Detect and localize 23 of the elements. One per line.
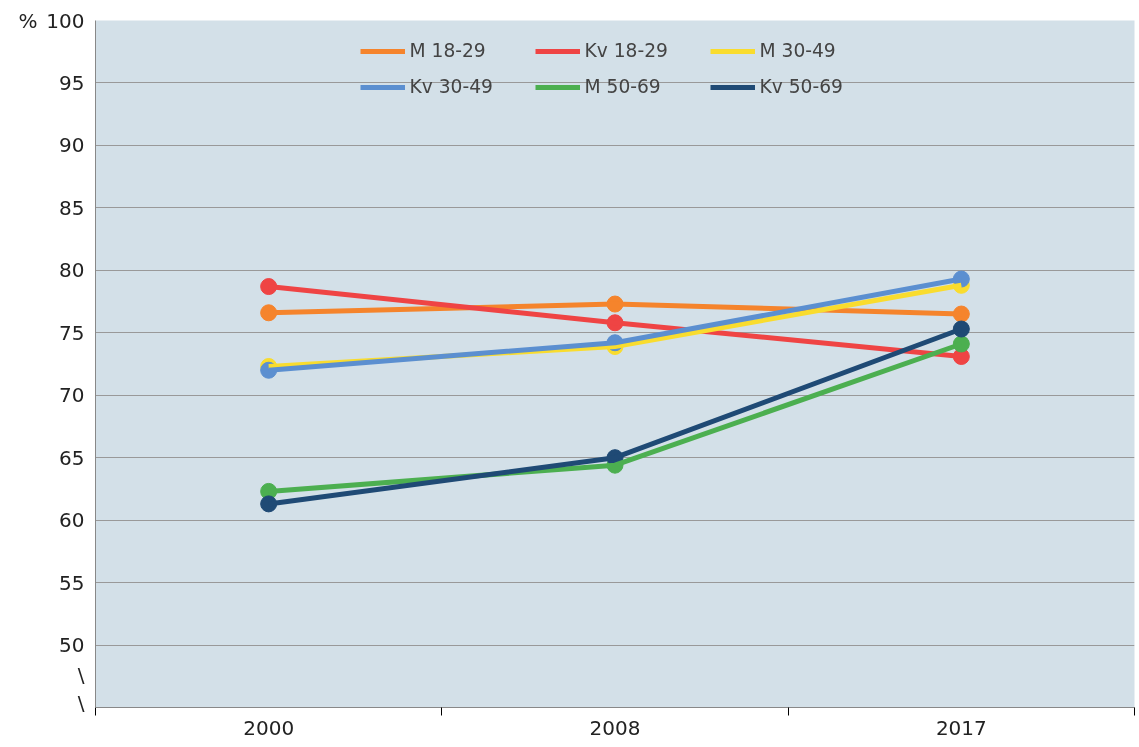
y-tick-label: 70 <box>59 383 85 408</box>
legend-label: M 50-69 <box>584 76 662 97</box>
y-axis-title: % <box>18 8 38 33</box>
y-tick-label: 80 <box>59 258 85 283</box>
legend-label: M 30-49 <box>759 40 837 61</box>
y-tick-label: 85 <box>59 195 85 220</box>
x-tick-label: 2017 <box>935 715 987 740</box>
legend-label: Kv 50-69 <box>759 76 844 97</box>
y-tick-label: \ <box>77 690 85 715</box>
legend-label: M 18-29 <box>409 40 487 61</box>
y-tick-label: 55 <box>59 570 85 595</box>
y-tick-label: 100 <box>46 8 85 33</box>
x-tick-label: 2008 <box>589 715 641 740</box>
x-tick-label: 2000 <box>243 715 295 740</box>
y-tick-label: 65 <box>59 445 85 470</box>
y-tick-label: \ <box>77 663 85 688</box>
y-tick-label: 75 <box>59 320 85 345</box>
y-tick-label: 60 <box>59 508 85 533</box>
legend-label: Kv 30-49 <box>409 76 494 97</box>
y-tick-label: 90 <box>59 133 85 158</box>
y-tick-label: 95 <box>59 70 85 95</box>
legend-label: Kv 18-29 <box>584 40 669 61</box>
y-tick-label: 50 <box>59 633 85 658</box>
